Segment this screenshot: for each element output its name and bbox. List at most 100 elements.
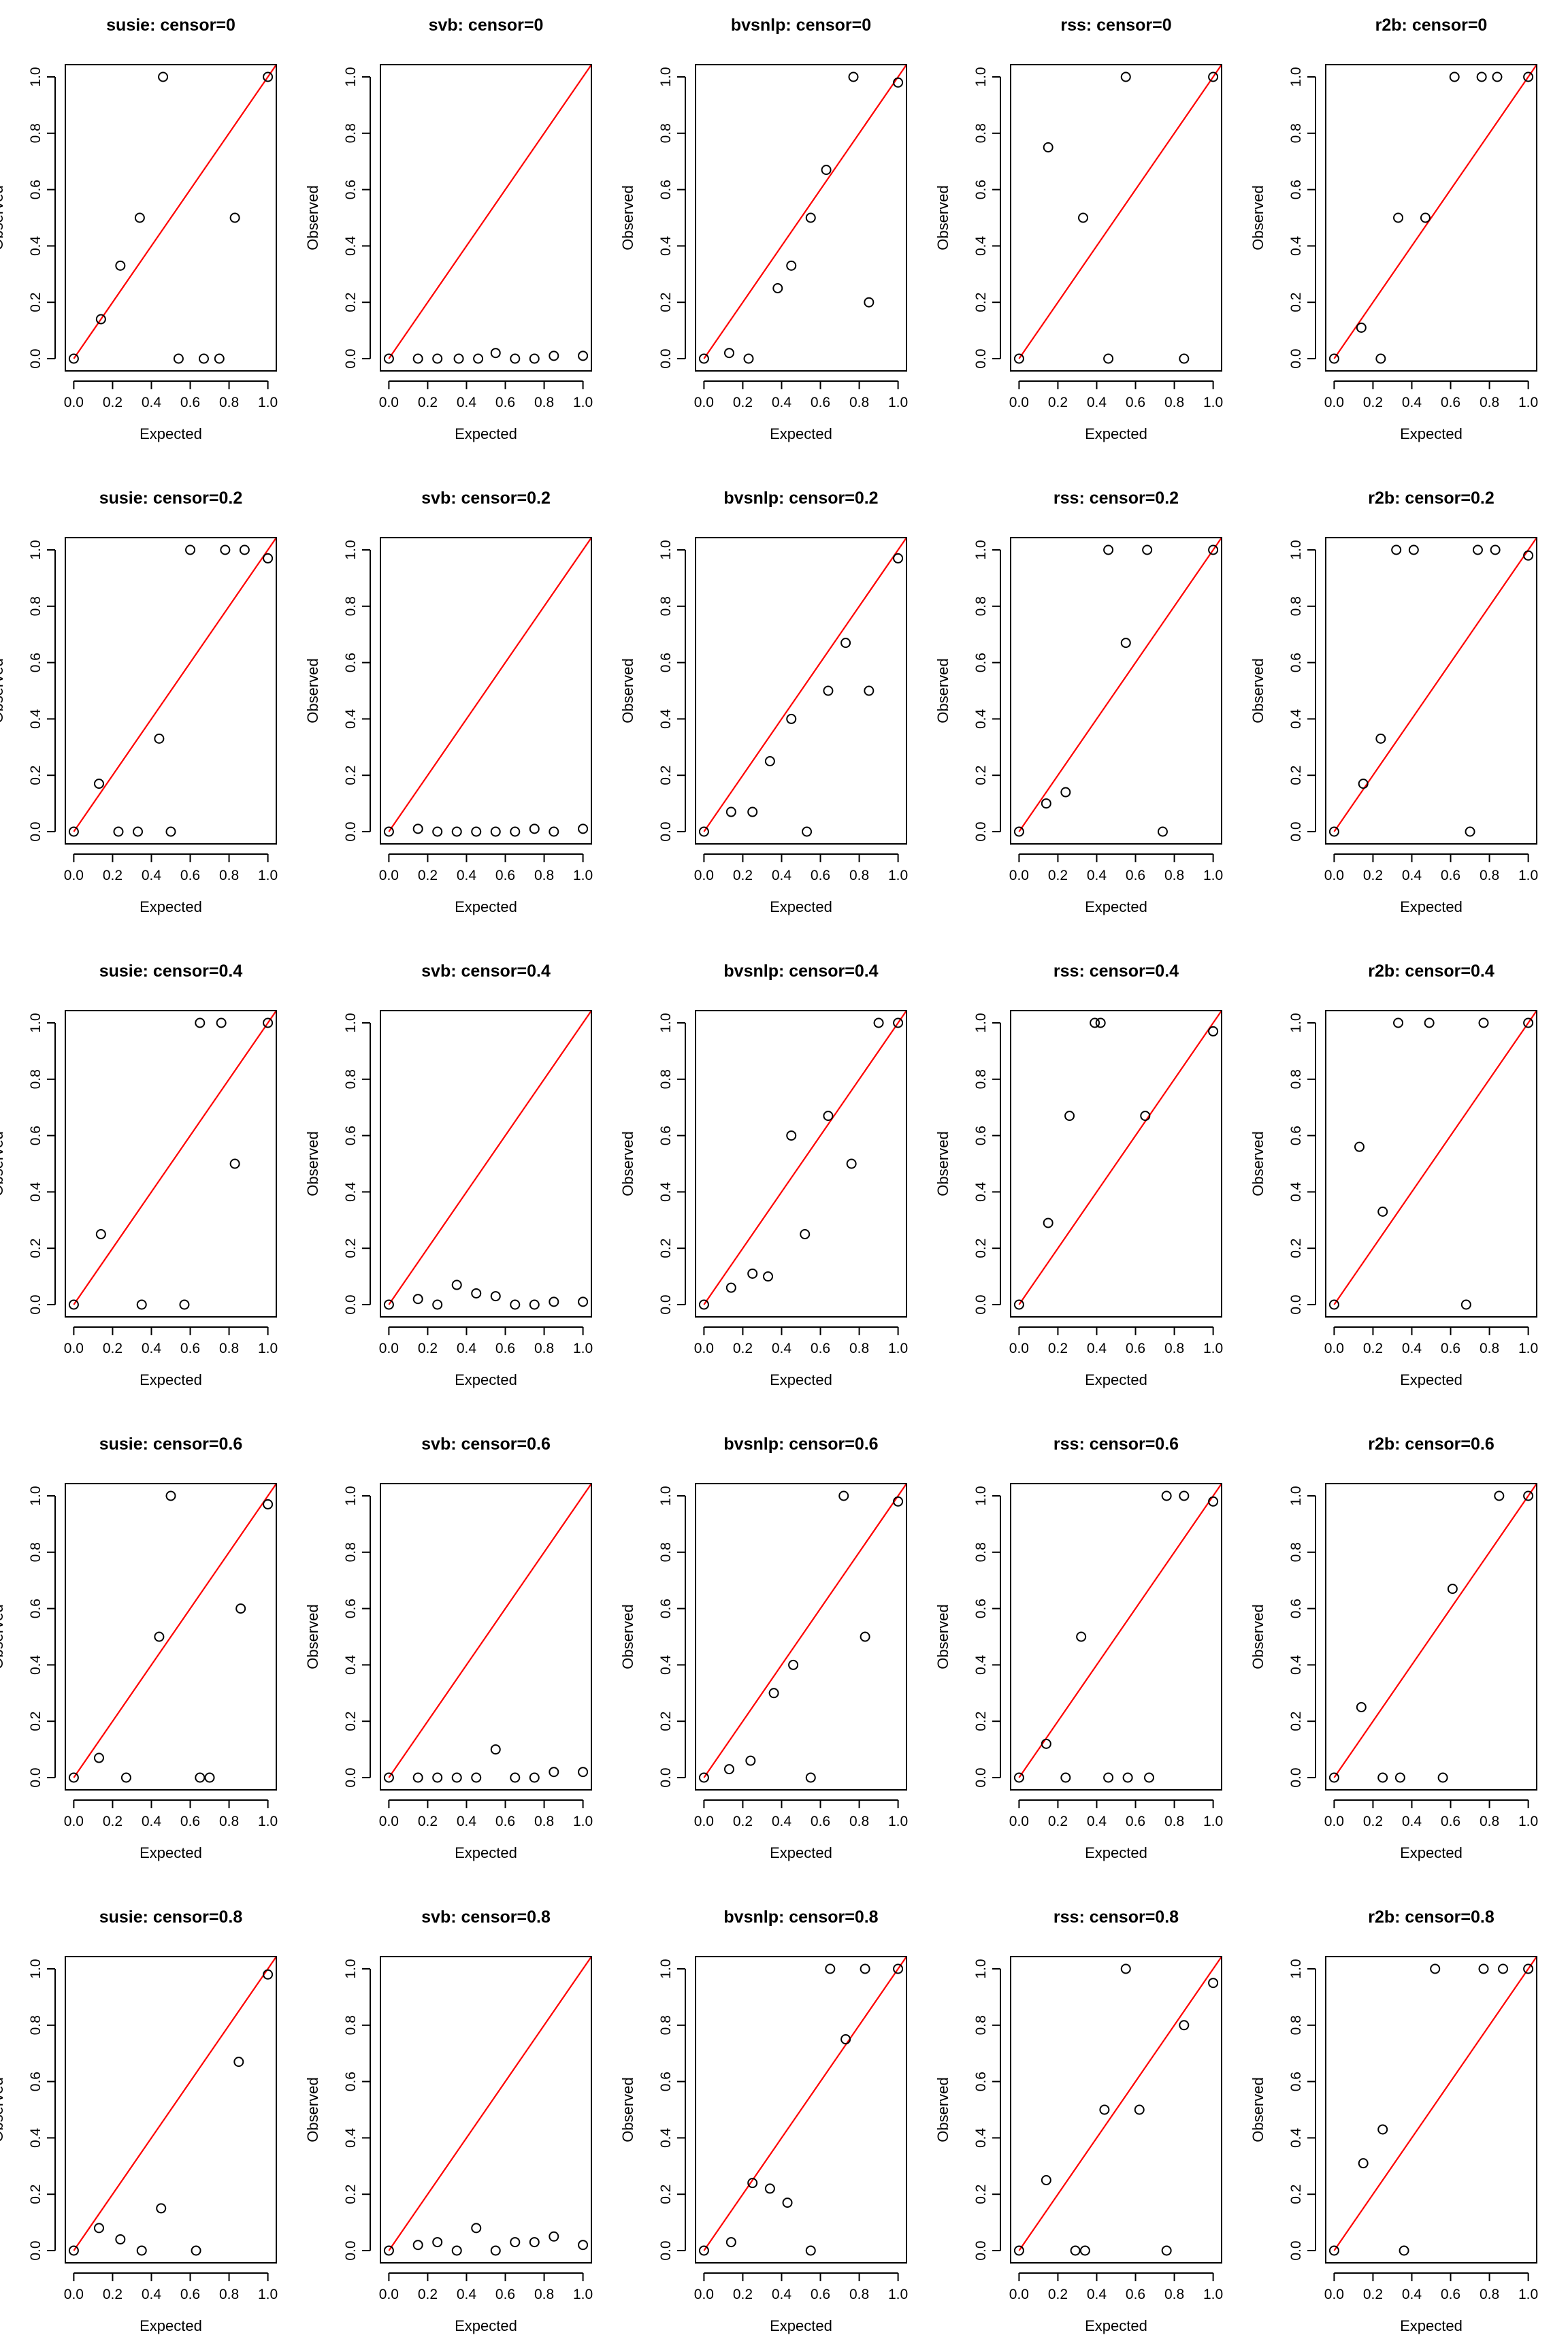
y-tick-label: 0.4 <box>658 235 674 256</box>
x-tick-label: 0.4 <box>142 1341 162 1356</box>
data-point <box>68 2245 79 2256</box>
data-point <box>860 1963 870 1974</box>
data-point <box>805 2245 816 2256</box>
data-point <box>1375 353 1386 364</box>
y-tick-label: 0.8 <box>1288 1542 1304 1562</box>
data-point <box>510 2237 521 2248</box>
plot-panel: bvsnlp: censor=0.2 0.0 0.0 0.2 0.2 0.4 0.4 0.6 0… <box>619 489 908 915</box>
reference-line <box>73 1484 276 1778</box>
data-point <box>1208 544 1219 555</box>
data-point <box>412 1772 423 1783</box>
y-tick-label: 0.0 <box>973 1767 989 1787</box>
x-tick-label: 1.0 <box>1518 1341 1538 1356</box>
x-tick-label: 0.0 <box>1324 1814 1344 1829</box>
x-tick-label: 0.0 <box>379 395 399 410</box>
reference-line <box>388 1957 591 2251</box>
x-tick-label: 1.0 <box>1518 2287 1538 2302</box>
x-tick-label: 0.8 <box>1164 1341 1184 1356</box>
data-point <box>1328 2245 1339 2256</box>
data-point <box>383 2245 394 2256</box>
data-point <box>1179 353 1190 364</box>
y-tick-label: 0.8 <box>973 596 989 616</box>
y-tick-label: 1.0 <box>973 67 989 86</box>
data-point <box>383 1299 394 1310</box>
x-axis-label: Expected <box>455 1371 517 1388</box>
data-point <box>747 1268 758 1279</box>
data-point <box>263 1969 274 1980</box>
x-tick-label: 0.8 <box>534 1814 554 1829</box>
reference-line <box>1333 1484 1537 1778</box>
data-point <box>154 733 165 744</box>
y-tick-label: 0.6 <box>343 1126 359 1145</box>
plot-frame <box>380 64 592 372</box>
y-tick-label: 0.6 <box>343 653 359 672</box>
y-tick-label: 0.4 <box>28 1181 44 1202</box>
data-point <box>185 544 196 555</box>
y-tick-label: 0.8 <box>658 596 674 616</box>
x-tick-label: 0.0 <box>379 1341 399 1356</box>
x-tick-label: 0.2 <box>1363 868 1383 883</box>
data-point <box>412 2240 423 2251</box>
data-point <box>1041 2175 1051 2185</box>
plot-title: r2b: censor=0.4 <box>1368 962 1494 981</box>
data-point <box>451 1772 462 1783</box>
x-tick-label: 0.0 <box>1324 2287 1344 2302</box>
data-point <box>1140 1111 1151 1122</box>
data-point <box>383 826 394 837</box>
x-tick-label: 0.2 <box>418 868 438 883</box>
data-point <box>1043 1218 1054 1228</box>
y-axis-label: Observed <box>619 1131 636 1196</box>
data-point <box>1354 1141 1365 1152</box>
data-point <box>772 283 783 293</box>
data-point <box>529 1299 540 1310</box>
y-axis-label: Observed <box>619 658 636 723</box>
x-axis-label: Expected <box>140 1371 202 1388</box>
y-axis-label: Observed <box>304 2077 321 2142</box>
data-point <box>1377 2124 1388 2135</box>
reference-line <box>73 538 276 832</box>
y-axis-label: Observed <box>0 1604 6 1669</box>
y-axis-label: Observed <box>1250 185 1267 250</box>
data-point <box>1103 544 1114 555</box>
y-tick-label: 0.6 <box>1288 1126 1304 1145</box>
x-tick-label: 0.4 <box>457 868 477 883</box>
x-tick-label: 0.0 <box>694 1814 714 1829</box>
y-tick-label: 1.0 <box>1288 67 1304 86</box>
x-tick-label: 0.0 <box>64 395 84 410</box>
y-tick-label: 0.0 <box>28 1294 44 1314</box>
x-tick-label: 0.2 <box>1363 2287 1383 2302</box>
y-axis-label: Observed <box>1250 2077 1267 2142</box>
data-point <box>578 2240 589 2251</box>
reference-line <box>1018 1484 1222 1778</box>
x-tick-label: 1.0 <box>258 1341 278 1356</box>
y-tick-label: 0.2 <box>28 293 44 312</box>
plot-panel: svb: censor=0.8 0.0 0.0 0.2 0.2 0.4 0.4 0.6 0.6 0… <box>304 1908 593 2334</box>
y-tick-label: 0.8 <box>1288 596 1304 616</box>
y-tick-label: 0.4 <box>658 708 674 729</box>
x-tick-label: 0.6 <box>1441 1814 1460 1829</box>
y-tick-label: 0.2 <box>343 293 359 312</box>
y-tick-label: 0.2 <box>28 766 44 785</box>
data-point <box>846 1158 857 1169</box>
y-tick-label: 0.8 <box>28 123 44 143</box>
data-point <box>1013 1772 1024 1783</box>
plot-panel: svb: censor=0.6 0.0 0.0 0.2 0.2 0.4 0.4 0.6 0.6 0… <box>304 1435 593 1861</box>
x-tick-label: 1.0 <box>573 395 593 410</box>
data-point <box>1492 71 1503 82</box>
plot-panel: svb: censor=0.4 0.0 0.0 0.2 0.2 0.4 0.4 0.6 0.6 0… <box>304 962 593 1388</box>
y-tick-label: 0.0 <box>343 821 359 841</box>
x-tick-label: 0.6 <box>180 868 200 883</box>
y-tick-label: 0.4 <box>343 235 359 256</box>
x-tick-label: 0.8 <box>534 395 554 410</box>
x-tick-label: 0.8 <box>1164 2287 1184 2302</box>
x-tick-label: 0.2 <box>103 395 122 410</box>
data-point <box>1393 1017 1404 1028</box>
plot-title: r2b: censor=0.2 <box>1368 489 1494 508</box>
plot-frame <box>695 537 907 845</box>
x-axis-label: Expected <box>140 898 202 915</box>
x-tick-label: 1.0 <box>888 1341 908 1356</box>
plot-frame <box>1325 537 1537 845</box>
x-tick-label: 0.0 <box>379 1814 399 1829</box>
data-point <box>873 1017 884 1028</box>
y-tick-label: 0.6 <box>973 653 989 672</box>
